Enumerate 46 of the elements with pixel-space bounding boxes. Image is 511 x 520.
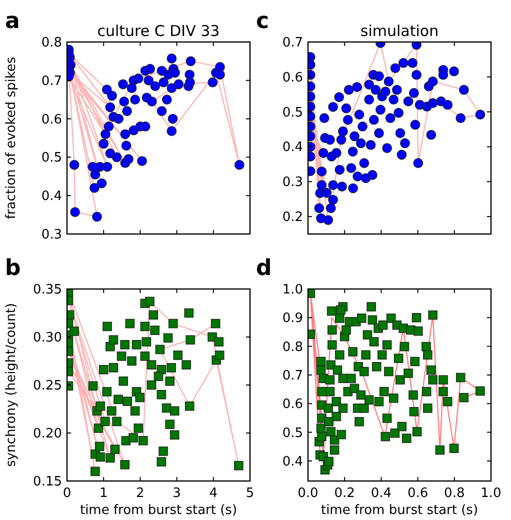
x-tick-label: 2 — [136, 486, 144, 501]
text: a — [5, 9, 20, 34]
y-tick-label: 0.5 — [282, 105, 303, 120]
y-tick-label: 0.8 — [282, 340, 303, 355]
y-tick-label: 0.3 — [41, 228, 62, 242]
x-axis-title: time from burst start (s) — [320, 503, 478, 518]
x-tick-label: 0.2 — [334, 486, 355, 501]
chart-title: simulation — [360, 22, 439, 40]
y-tick-label: 0.5 — [41, 150, 62, 166]
y-tick-label: 0.4 — [282, 140, 303, 156]
chart-title: culture C DIV 33 — [97, 22, 220, 40]
y-tick-label: 0.6 — [41, 112, 62, 128]
y-tick-label: 0.7 — [41, 74, 62, 89]
x-tick-label: 5 — [246, 486, 254, 501]
y-tick-label: 0.25 — [33, 378, 62, 394]
y-tick-label: 0.8 — [41, 36, 62, 50]
y-tick-label: 0.7 — [282, 36, 303, 50]
x-axis-title: time from burst start (s) — [80, 503, 238, 518]
y-tick-label: 0.7 — [282, 368, 303, 384]
y-tick-label: 0.4 — [282, 454, 303, 470]
x-tick-label: 0.0 — [298, 486, 318, 501]
x-tick-label: 0 — [62, 486, 72, 501]
y-tick-label: 1.0 — [282, 282, 303, 298]
y-tick-label: 0.6 — [282, 397, 303, 412]
y-tick-label: 0.3 — [282, 175, 303, 190]
text: b — [5, 256, 21, 281]
y-axis-title: synchrony (height/count) — [4, 303, 19, 467]
y-tick-label: 0.6 — [282, 70, 303, 86]
x-tick-label: 0.4 — [370, 486, 392, 501]
text: c — [256, 9, 270, 34]
x-tick-label: 1 — [99, 486, 108, 501]
y-tick-label: 0.5 — [282, 426, 303, 441]
y-tick-label: 0.2 — [282, 210, 303, 226]
y-axis-title: fraction of evoked spikes — [4, 56, 19, 220]
text: d — [256, 256, 272, 281]
x-tick-label: 0.6 — [407, 486, 428, 501]
x-tick-label: 4 — [209, 486, 218, 501]
y-tick-label: 0.20 — [33, 426, 62, 442]
y-tick-label: 0.4 — [41, 189, 62, 204]
y-tick-label: 0.35 — [33, 282, 62, 298]
y-tick-label: 0.30 — [33, 330, 62, 346]
y-tick-label: 0.15 — [33, 474, 62, 490]
y-tick-label: 0.9 — [282, 311, 303, 326]
x-tick-label: 1.0 — [480, 486, 502, 501]
x-tick-label: 0.8 — [444, 486, 465, 501]
x-tick-label: 3 — [172, 486, 181, 501]
